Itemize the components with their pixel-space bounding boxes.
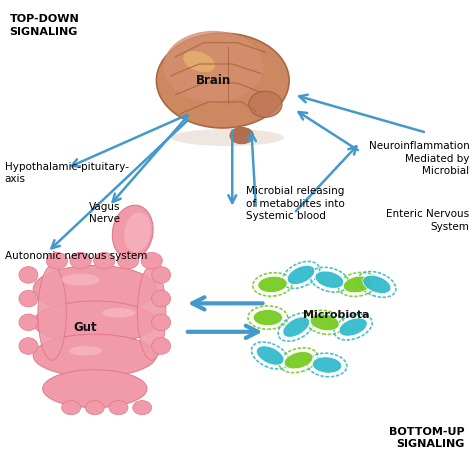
Ellipse shape [315, 271, 344, 288]
Ellipse shape [183, 51, 215, 72]
Ellipse shape [19, 266, 38, 283]
Text: Microbial releasing
of metabolites into
Systemic blood: Microbial releasing of metabolites into … [246, 186, 345, 221]
Ellipse shape [117, 252, 138, 269]
Text: Vagus
Nerve: Vagus Nerve [89, 202, 120, 225]
Ellipse shape [258, 276, 287, 292]
Ellipse shape [102, 308, 135, 318]
Ellipse shape [256, 346, 284, 365]
Ellipse shape [124, 212, 151, 252]
Ellipse shape [230, 128, 254, 144]
Ellipse shape [85, 401, 104, 415]
Ellipse shape [69, 346, 102, 356]
Ellipse shape [287, 265, 315, 284]
Ellipse shape [62, 274, 100, 285]
Text: Gut: Gut [73, 320, 97, 334]
Ellipse shape [70, 252, 91, 269]
Ellipse shape [112, 205, 153, 259]
Ellipse shape [363, 275, 391, 293]
Ellipse shape [156, 33, 289, 128]
Ellipse shape [137, 265, 166, 360]
Ellipse shape [19, 337, 38, 355]
Ellipse shape [152, 266, 171, 283]
Ellipse shape [19, 314, 38, 331]
Ellipse shape [339, 318, 367, 336]
Ellipse shape [343, 276, 373, 293]
Ellipse shape [171, 129, 284, 146]
Text: TOP-DOWN
SIGNALING: TOP-DOWN SIGNALING [9, 14, 79, 36]
Ellipse shape [33, 301, 156, 344]
Ellipse shape [284, 352, 313, 369]
Ellipse shape [94, 252, 115, 269]
Ellipse shape [152, 290, 171, 307]
Ellipse shape [141, 252, 162, 269]
Ellipse shape [152, 314, 171, 331]
Text: Microbiota: Microbiota [303, 310, 370, 320]
Ellipse shape [283, 317, 310, 337]
Ellipse shape [33, 334, 156, 377]
Text: BOTTOM-UP
SIGNALING: BOTTOM-UP SIGNALING [389, 427, 465, 449]
Ellipse shape [310, 314, 339, 331]
Text: Enteric Nervous
System: Enteric Nervous System [386, 209, 469, 232]
Ellipse shape [46, 252, 67, 269]
Ellipse shape [19, 290, 38, 307]
Ellipse shape [62, 401, 81, 415]
Text: Autonomic nervous system: Autonomic nervous system [5, 251, 147, 261]
Ellipse shape [164, 31, 263, 102]
Ellipse shape [109, 401, 128, 415]
Ellipse shape [152, 337, 171, 355]
Text: Brain: Brain [196, 74, 231, 87]
Ellipse shape [33, 265, 156, 313]
Text: Hypothalamic-pituitary-
axis: Hypothalamic-pituitary- axis [5, 162, 129, 184]
Ellipse shape [249, 91, 282, 118]
Ellipse shape [43, 370, 147, 408]
Ellipse shape [133, 401, 152, 415]
Text: Neuroinflammation
Mediated by
Microbial: Neuroinflammation Mediated by Microbial [368, 141, 469, 176]
Ellipse shape [38, 265, 66, 360]
Ellipse shape [312, 357, 342, 373]
Ellipse shape [253, 310, 283, 326]
